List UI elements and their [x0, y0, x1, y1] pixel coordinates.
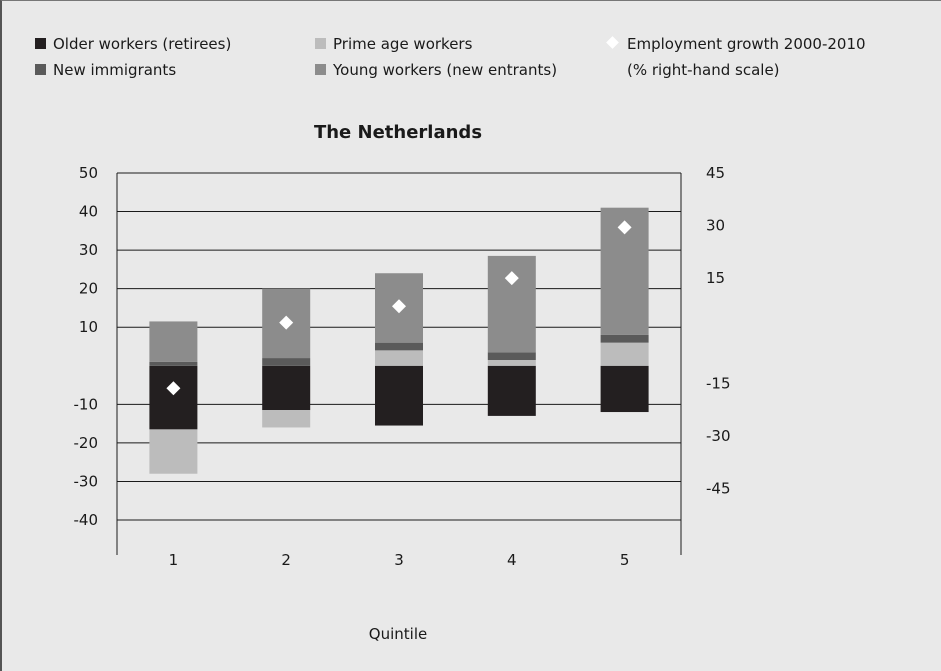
bar-q4-series-1: [487, 359, 536, 366]
bar-q5-series-1: [600, 342, 649, 366]
legend: Older workers (retirees) New immigrants …: [35, 35, 866, 79]
bar-q2-series-2: [262, 358, 311, 366]
legend-swatch-prime: [315, 38, 326, 49]
y-tick-label-7: -30: [74, 472, 99, 490]
bar-q3-series-1: [375, 350, 423, 366]
bar-q3-series-0: [375, 365, 423, 426]
bar-q1-series-3: [149, 321, 198, 362]
y-tick-label-8: -40: [74, 511, 99, 529]
y-tick-label-3: 20: [79, 280, 98, 298]
growth-marker-q2: [279, 315, 294, 330]
legend-label-prime: Prime age workers: [333, 35, 473, 53]
legend-marker-growth: [606, 36, 619, 49]
y2-tick-label-5: -45: [706, 479, 731, 497]
bar-q4-series-0: [487, 365, 536, 416]
x-tick-label-4: 5: [620, 551, 630, 569]
y2-tick-label-1: 30: [706, 217, 725, 235]
bar-q1-series-0: [149, 365, 198, 430]
bar-q5-series-0: [600, 365, 649, 413]
bar-q2-series-1: [262, 410, 311, 428]
x-tick-label-2: 3: [394, 551, 404, 569]
growth-marker-q3: [392, 299, 406, 314]
bar-q3-series-2: [375, 342, 423, 351]
x-tick-label-1: 2: [281, 551, 291, 569]
legend-swatch-young: [315, 64, 326, 75]
y2-tick-label-3: -15: [706, 374, 731, 392]
legend-label-growth-scale: (% right-hand scale): [627, 61, 780, 79]
x-axis-label: Quintile: [369, 625, 427, 643]
bar-q4-series-3: [487, 255, 536, 353]
y-tick-label-6: -20: [74, 434, 99, 452]
x-tick-label-0: 1: [169, 551, 179, 569]
chart-title: The Netherlands: [314, 122, 482, 143]
growth-marker-q1: [166, 381, 181, 396]
y-tick-label-1: 40: [79, 203, 98, 221]
bar-q4-series-2: [487, 352, 536, 360]
y2-tick-label-0: 45: [706, 164, 725, 182]
legend-label-young: Young workers (new entrants): [332, 61, 557, 79]
y-tick-label-4: 10: [79, 318, 98, 336]
bar-q1-series-1: [149, 429, 198, 474]
legend-label-older: Older workers (retirees): [53, 35, 231, 53]
x-tick-label-3: 4: [507, 551, 517, 569]
y-tick-label-0: 50: [79, 164, 98, 182]
legend-label-immigrants: New immigrants: [53, 61, 176, 79]
legend-swatch-older: [35, 38, 46, 49]
bar-q5-series-2: [600, 334, 649, 343]
legend-label-growth: Employment growth 2000-2010: [627, 35, 866, 53]
legend-swatch-immigrants: [35, 64, 46, 75]
bar-q2-series-0: [262, 365, 311, 411]
growth-marker-q5: [617, 220, 632, 235]
growth-marker-q4: [504, 271, 519, 286]
y2-tick-label-4: -30: [706, 427, 731, 445]
y-tick-label-5: -10: [74, 395, 99, 413]
y2-tick-label-2: 15: [706, 269, 725, 287]
bar-q1-series-2: [149, 361, 198, 366]
y-tick-label-2: 30: [79, 241, 98, 259]
